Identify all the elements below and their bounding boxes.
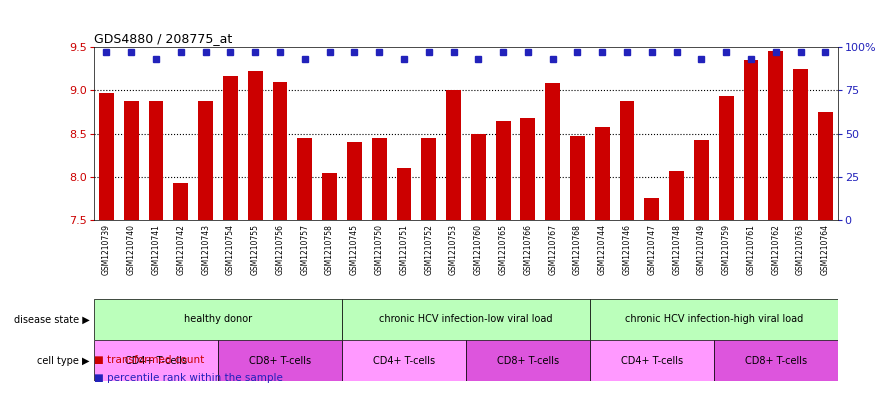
- Text: chronic HCV infection-high viral load: chronic HCV infection-high viral load: [625, 314, 803, 324]
- Text: CD8+ T-cells: CD8+ T-cells: [496, 356, 559, 365]
- Bar: [347, 142, 362, 220]
- Text: GSM1210766: GSM1210766: [523, 224, 532, 275]
- Bar: [793, 69, 808, 220]
- Text: GSM1210763: GSM1210763: [796, 224, 806, 275]
- Text: GSM1210745: GSM1210745: [349, 224, 359, 275]
- Bar: [223, 76, 237, 220]
- Text: GSM1210751: GSM1210751: [400, 224, 409, 275]
- Text: GSM1210747: GSM1210747: [647, 224, 657, 275]
- Text: GSM1210741: GSM1210741: [151, 224, 160, 275]
- Text: ■ percentile rank within the sample: ■ percentile rank within the sample: [94, 373, 283, 383]
- Bar: [342, 340, 466, 381]
- Bar: [94, 340, 218, 381]
- Bar: [198, 101, 213, 220]
- Text: CD8+ T-cells: CD8+ T-cells: [745, 356, 807, 365]
- Text: chronic HCV infection-low viral load: chronic HCV infection-low viral load: [379, 314, 553, 324]
- Bar: [466, 340, 590, 381]
- Bar: [297, 138, 312, 220]
- Bar: [595, 127, 609, 220]
- Text: GSM1210742: GSM1210742: [177, 224, 185, 275]
- Text: GSM1210761: GSM1210761: [746, 224, 755, 275]
- Bar: [323, 173, 337, 220]
- Text: GSM1210765: GSM1210765: [498, 224, 508, 275]
- Text: GSM1210749: GSM1210749: [697, 224, 706, 275]
- Bar: [124, 101, 139, 220]
- Bar: [471, 134, 486, 220]
- Text: GSM1210762: GSM1210762: [771, 224, 780, 275]
- Bar: [570, 136, 585, 220]
- Text: GSM1210754: GSM1210754: [226, 224, 235, 275]
- Text: GSM1210756: GSM1210756: [275, 224, 285, 275]
- Bar: [342, 299, 590, 340]
- Text: GSM1210764: GSM1210764: [821, 224, 830, 275]
- Bar: [99, 93, 114, 220]
- Text: GSM1210744: GSM1210744: [598, 224, 607, 275]
- Bar: [372, 138, 386, 220]
- Text: CD8+ T-cells: CD8+ T-cells: [249, 356, 311, 365]
- Text: GSM1210743: GSM1210743: [201, 224, 211, 275]
- Bar: [818, 112, 832, 220]
- Bar: [218, 340, 342, 381]
- Bar: [446, 90, 461, 220]
- Text: GSM1210750: GSM1210750: [375, 224, 383, 275]
- Bar: [521, 118, 535, 220]
- Text: GSM1210768: GSM1210768: [573, 224, 582, 275]
- Text: GSM1210767: GSM1210767: [548, 224, 557, 275]
- Bar: [669, 171, 684, 220]
- Text: GSM1210757: GSM1210757: [300, 224, 309, 275]
- Text: GSM1210740: GSM1210740: [126, 224, 136, 275]
- Text: CD4+ T-cells: CD4+ T-cells: [373, 356, 435, 365]
- Text: GSM1210760: GSM1210760: [474, 224, 483, 275]
- Text: GSM1210748: GSM1210748: [672, 224, 681, 275]
- Text: cell type ▶: cell type ▶: [37, 356, 90, 365]
- Bar: [644, 198, 659, 220]
- Bar: [248, 72, 263, 220]
- Text: GSM1210758: GSM1210758: [325, 224, 334, 275]
- Bar: [719, 96, 734, 220]
- Text: disease state ▶: disease state ▶: [13, 314, 90, 324]
- Bar: [769, 51, 783, 220]
- Text: GSM1210753: GSM1210753: [449, 224, 458, 275]
- Text: GSM1210755: GSM1210755: [251, 224, 260, 275]
- Text: CD4+ T-cells: CD4+ T-cells: [125, 356, 187, 365]
- Bar: [590, 299, 838, 340]
- Bar: [714, 340, 838, 381]
- Text: GSM1210739: GSM1210739: [102, 224, 111, 275]
- Text: healthy donor: healthy donor: [184, 314, 252, 324]
- Text: CD4+ T-cells: CD4+ T-cells: [621, 356, 683, 365]
- Bar: [272, 82, 288, 220]
- Text: GDS4880 / 208775_at: GDS4880 / 208775_at: [94, 31, 232, 44]
- Bar: [546, 83, 560, 220]
- Bar: [495, 121, 511, 220]
- Bar: [694, 140, 709, 220]
- Text: GSM1210752: GSM1210752: [424, 224, 434, 275]
- Bar: [590, 340, 714, 381]
- Bar: [397, 168, 411, 220]
- Bar: [421, 138, 436, 220]
- Bar: [149, 101, 163, 220]
- Bar: [94, 299, 342, 340]
- Bar: [620, 101, 634, 220]
- Bar: [174, 183, 188, 220]
- Text: GSM1210746: GSM1210746: [623, 224, 632, 275]
- Bar: [744, 60, 758, 220]
- Text: ■ transformed count: ■ transformed count: [94, 354, 204, 365]
- Text: GSM1210759: GSM1210759: [721, 224, 731, 275]
